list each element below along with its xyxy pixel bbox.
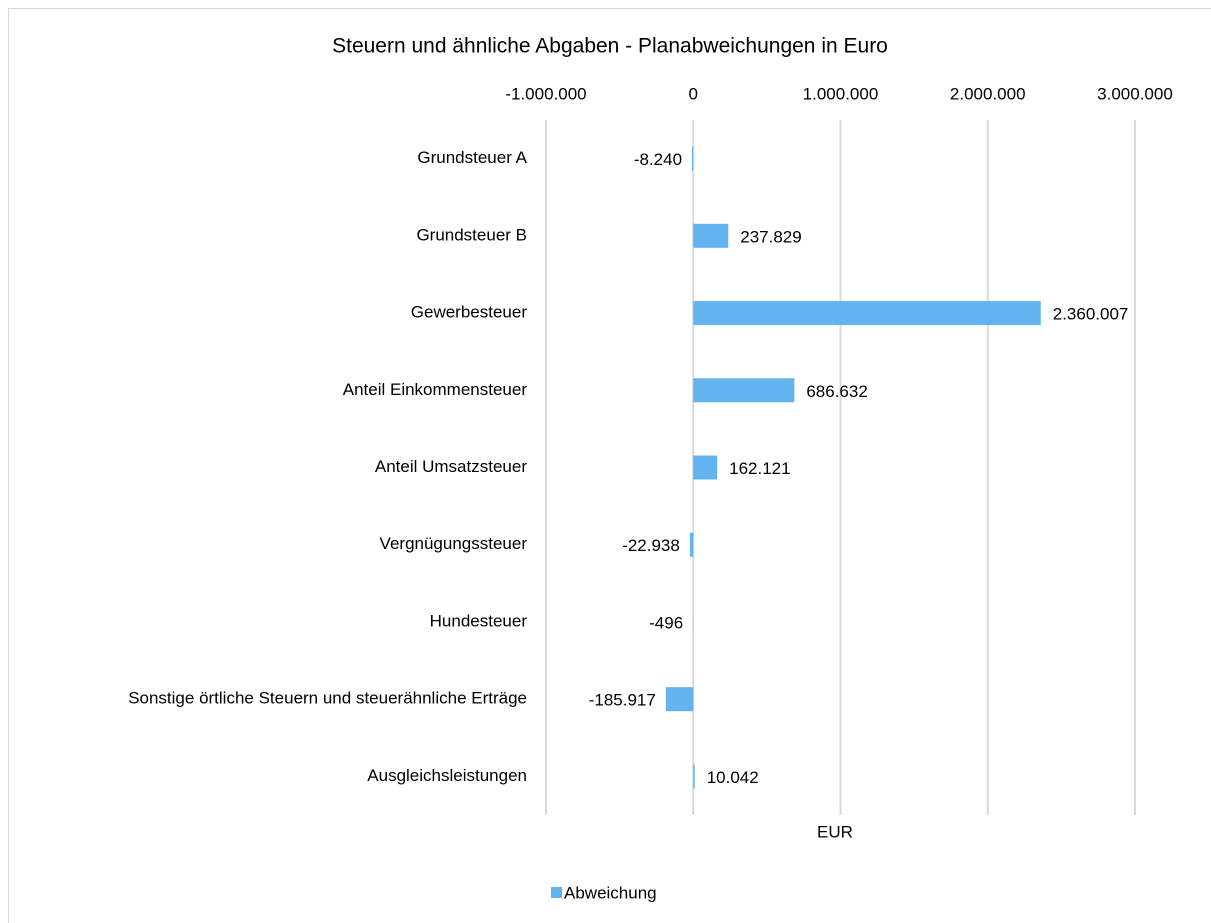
- data-label: 686.632: [806, 382, 867, 401]
- y-tick-label: Hundesteuer: [430, 611, 528, 630]
- bar: [693, 455, 718, 480]
- data-label: -22.938: [622, 536, 680, 555]
- data-label: -185.917: [589, 691, 656, 710]
- y-tick-label: Grundsteuer A: [417, 148, 527, 167]
- bar: [693, 378, 795, 403]
- y-tick-label: Sonstige örtliche Steuern und steuerähnl…: [128, 689, 527, 708]
- y-tick-label: Grundsteuer B: [416, 225, 527, 244]
- bar: [693, 764, 695, 789]
- y-tick-label: Anteil Umsatzsteuer: [375, 457, 527, 476]
- y-tick-label: Ausgleichsleistungen: [367, 766, 527, 785]
- bar: [692, 146, 694, 171]
- data-label: 237.829: [740, 227, 801, 246]
- y-tick-label: Vergnügungssteuer: [380, 534, 528, 553]
- x-axis-label: EUR: [817, 822, 853, 841]
- bar: [693, 223, 729, 248]
- data-label: 2.360.007: [1053, 305, 1129, 324]
- y-tick-label: Anteil Einkommensteuer: [343, 380, 528, 399]
- x-tick-label: 1.000.000: [803, 84, 879, 103]
- chart-title: Steuern und ähnliche Abgaben - Planabwei…: [332, 35, 888, 58]
- bar: [665, 687, 694, 712]
- legend-swatch: [551, 887, 562, 898]
- data-label: -496: [649, 613, 683, 632]
- y-tick-label: Gewerbesteuer: [411, 303, 528, 322]
- chart-frame: [8, 8, 1211, 923]
- legend-label: Abweichung: [564, 883, 657, 902]
- bar: [689, 532, 694, 557]
- x-tick-label: 3.000.000: [1097, 84, 1173, 103]
- bar: [693, 301, 1041, 326]
- data-label: 162.121: [729, 459, 790, 478]
- data-label: -8.240: [634, 150, 682, 169]
- x-tick-label: 2.000.000: [950, 84, 1026, 103]
- x-tick-label: -1.000.000: [505, 84, 586, 103]
- data-label: 10.042: [707, 768, 759, 787]
- x-tick-label: 0: [689, 84, 698, 103]
